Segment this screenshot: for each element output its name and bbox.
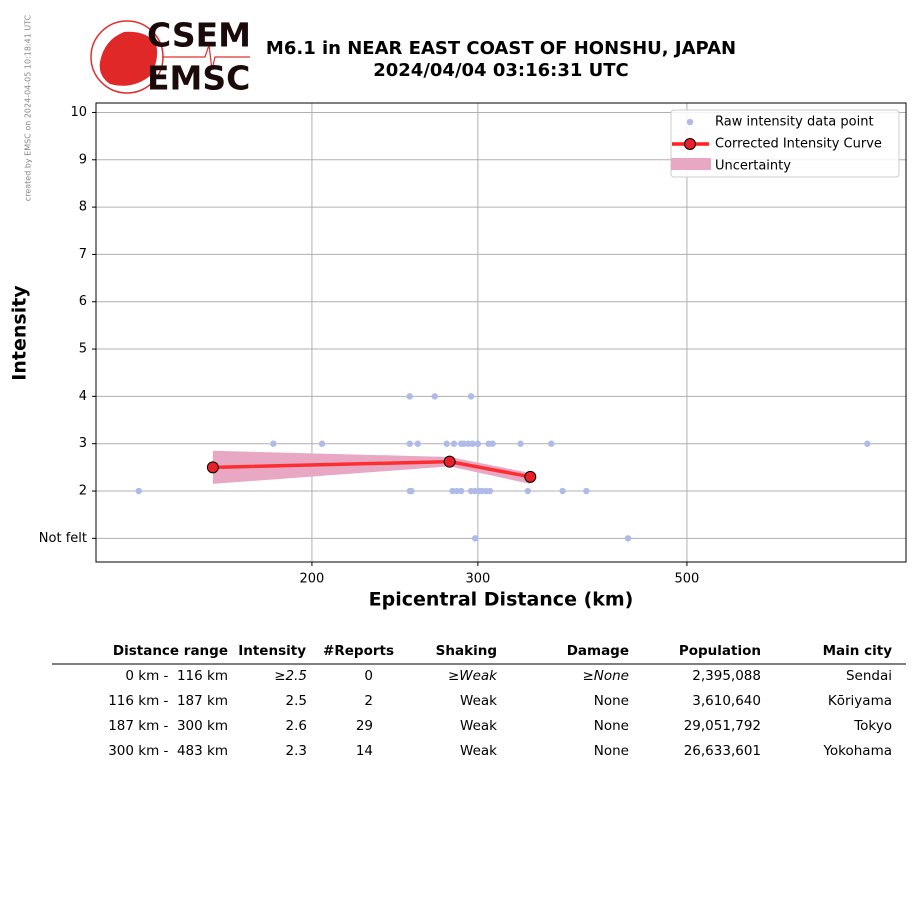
x-tick-label: 300 (465, 572, 490, 587)
curve-point (524, 470, 537, 483)
y-tick-label: 8 (79, 200, 87, 215)
table-cell: 2.6 (286, 718, 307, 734)
raw-point (450, 440, 458, 447)
logo: CSEM EMSC (90, 16, 251, 98)
raw-point (406, 393, 413, 400)
y-tick-label: 4 (79, 389, 87, 404)
raw-point (135, 487, 142, 495)
table-cell: Tokyo (853, 718, 892, 734)
curve-point (443, 455, 456, 468)
chart-title: M6.1 in NEAR EAST COAST OF HONSHU, JAPAN (266, 38, 736, 59)
logo-bottom: EMSC (147, 59, 250, 98)
table-cell: None (594, 693, 629, 709)
y-tick-label: 9 (79, 152, 87, 167)
table-cell: ≥2.5 (274, 668, 307, 684)
x-axis-label: Epicentral Distance (km) (369, 589, 634, 611)
table: Distance range Intensity #Reports Shaking Da… (52, 643, 906, 759)
table-cell: 2,395,088 (692, 668, 761, 684)
y-tick-label: 2 (79, 484, 87, 499)
raw-point (624, 535, 632, 542)
raw-point (408, 487, 415, 495)
table-cell: 26,633,601 (684, 743, 761, 759)
table-cell: None (594, 718, 629, 734)
table-cell: Weak (460, 743, 497, 759)
raw-point (467, 393, 475, 400)
raw-point (864, 440, 871, 447)
y-tick-label: Not felt (39, 531, 87, 546)
raw-point (524, 487, 532, 495)
raw-point (489, 440, 496, 447)
table-cell: 2 (364, 693, 373, 709)
table-cell: 116 km - 187 km (108, 693, 228, 709)
legend-swatch (686, 118, 694, 126)
table-cell: Weak (460, 693, 497, 709)
table-cell: 3,610,640 (692, 693, 761, 709)
y-tick-label: 6 (79, 294, 87, 309)
y-tick-label: 3 (79, 436, 87, 451)
table-cell: ≥Weak (448, 668, 498, 684)
table-cell: Kōriyama (828, 693, 892, 709)
y-tick-label: 10 (70, 105, 87, 120)
table-cell: 2.3 (286, 743, 307, 759)
raw-point (548, 440, 555, 447)
raw-point (583, 487, 590, 495)
y-axis-label: Intensity (9, 285, 31, 381)
table-cell: 29,051,792 (684, 718, 761, 734)
logo-map (99, 31, 158, 86)
table-header: Population (679, 643, 761, 659)
raw-point (457, 487, 465, 495)
table-header: Intensity (238, 643, 306, 659)
raw-point (474, 440, 482, 447)
y-tick-label: 7 (79, 247, 87, 262)
raw-point (406, 440, 413, 447)
raw-point (469, 440, 476, 447)
table-header: #Reports (323, 643, 394, 659)
logo-top: CSEM (147, 16, 251, 55)
curve-point (206, 461, 219, 474)
x-tick-label: 200 (300, 572, 325, 587)
table-header: Shaking (436, 643, 497, 659)
raw-point (431, 393, 438, 400)
legend-swatch (684, 138, 696, 150)
plot-frame (95, 102, 907, 563)
raw-point (318, 440, 326, 447)
raw-point (414, 440, 421, 447)
raw-point (443, 440, 450, 447)
table-header: Main city (823, 643, 893, 659)
table-cell: 300 km - 483 km (108, 743, 228, 759)
raw-point (517, 440, 524, 447)
plot: 200 300 500 Not felt 2 3 4 5 6 7 8 9 10 Raw intensity… (39, 102, 907, 587)
table-cell: ≥None (582, 668, 629, 684)
table-cell: 0 (364, 668, 373, 684)
creation-note: created by EMSC on 2024-04-05 10:18:41 U… (24, 14, 33, 201)
legend-label: Raw intensity data point (715, 115, 874, 130)
raw-point (471, 535, 479, 542)
table-header: Damage (567, 643, 629, 659)
raw-point (486, 487, 494, 495)
table-cell: Yokohama (822, 743, 892, 759)
raw-point (270, 440, 277, 447)
legend-swatch (671, 158, 711, 170)
table-cell: Sendai (846, 668, 892, 684)
table-cell: 2.5 (286, 693, 307, 709)
table-header: Distance range (113, 643, 228, 659)
raw-point (559, 487, 566, 495)
logo-line (162, 44, 250, 71)
legend-label: Corrected Intensity Curve (715, 137, 882, 152)
chart-subtitle: 2024/04/04 03:16:31 UTC (373, 60, 629, 81)
table-cell: Weak (460, 718, 497, 734)
y-tick-label: 5 (79, 342, 87, 357)
table-cell: 14 (356, 743, 373, 759)
legend-box (670, 109, 900, 178)
x-tick-label: 500 (675, 572, 700, 587)
table-cell: 187 km - 300 km (108, 718, 228, 734)
table-cell: 29 (356, 718, 373, 734)
table-cell: None (594, 743, 629, 759)
legend-label: Uncertainty (715, 159, 791, 174)
table-cell: 0 km - 116 km (125, 668, 228, 684)
